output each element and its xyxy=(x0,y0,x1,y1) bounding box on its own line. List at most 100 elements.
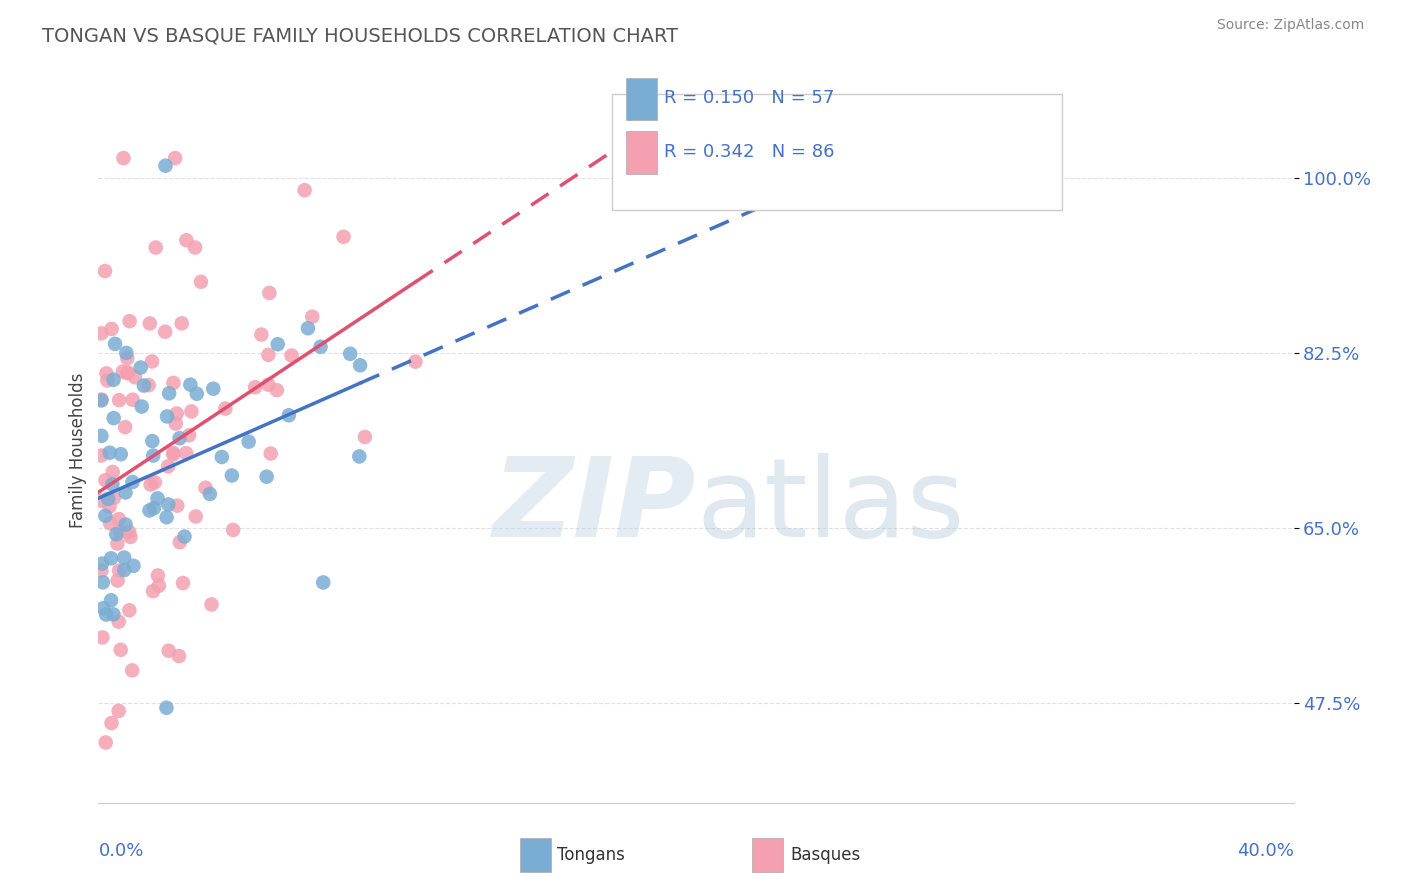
Point xyxy=(200,598,222,612)
Point xyxy=(115,346,138,360)
Point xyxy=(122,558,145,573)
Point xyxy=(177,428,200,442)
Point xyxy=(156,409,179,424)
Point xyxy=(294,183,316,197)
Point xyxy=(312,575,335,590)
Point xyxy=(105,527,128,541)
Point xyxy=(301,310,323,324)
Text: TONGAN VS BASQUE FAMILY HOUSEHOLDS CORRELATION CHART: TONGAN VS BASQUE FAMILY HOUSEHOLDS CORRE… xyxy=(42,27,678,45)
Point xyxy=(139,477,162,491)
Point xyxy=(297,321,319,335)
Point xyxy=(156,510,179,524)
Point xyxy=(103,491,125,505)
Point xyxy=(162,376,184,390)
Point xyxy=(146,491,169,506)
Point xyxy=(256,469,278,483)
Point xyxy=(354,430,377,444)
Point xyxy=(141,354,163,368)
Text: R = 0.150   N = 57: R = 0.150 N = 57 xyxy=(664,89,834,107)
Point xyxy=(131,400,153,414)
Point xyxy=(98,516,121,531)
Point xyxy=(104,336,127,351)
Point xyxy=(118,524,141,539)
Point xyxy=(118,603,141,617)
Point xyxy=(91,557,114,571)
Point xyxy=(94,607,117,622)
Point xyxy=(259,285,281,300)
Point xyxy=(107,615,129,629)
Point xyxy=(257,348,280,362)
Point xyxy=(155,700,177,714)
Point xyxy=(169,431,191,445)
Point xyxy=(179,377,201,392)
Point xyxy=(169,535,191,549)
Point xyxy=(153,325,176,339)
Text: 40.0%: 40.0% xyxy=(1237,842,1294,860)
Point xyxy=(277,409,299,423)
Point xyxy=(105,536,128,550)
Point xyxy=(90,449,112,463)
Point xyxy=(349,450,371,464)
Point xyxy=(91,631,114,645)
Point xyxy=(90,326,112,341)
Text: R = 0.342   N = 86: R = 0.342 N = 86 xyxy=(664,143,834,161)
Text: atlas: atlas xyxy=(696,453,965,560)
Point xyxy=(166,499,188,513)
Point xyxy=(90,493,112,508)
Point xyxy=(139,317,162,331)
Point xyxy=(221,468,243,483)
Point xyxy=(257,377,280,392)
Point xyxy=(97,491,120,506)
Point xyxy=(90,392,112,407)
Point xyxy=(94,264,117,278)
Point xyxy=(120,530,142,544)
Point xyxy=(162,447,184,461)
Point xyxy=(108,393,131,408)
Point xyxy=(108,524,131,539)
Point xyxy=(117,351,139,366)
Point xyxy=(94,473,117,487)
Point xyxy=(94,508,117,523)
Point xyxy=(157,643,180,657)
Point xyxy=(143,475,166,490)
Point xyxy=(100,551,122,566)
Point xyxy=(114,517,136,532)
Point xyxy=(238,434,260,449)
Point xyxy=(266,383,288,397)
Point xyxy=(142,584,165,599)
Point xyxy=(222,523,245,537)
Point xyxy=(165,151,187,165)
Point xyxy=(162,446,184,460)
Point xyxy=(107,704,129,718)
Point xyxy=(101,477,124,491)
Point xyxy=(146,568,169,582)
Text: Source: ZipAtlas.com: Source: ZipAtlas.com xyxy=(1216,18,1364,32)
Point xyxy=(141,434,163,449)
Point xyxy=(165,417,187,431)
Point xyxy=(90,564,112,578)
Point xyxy=(349,359,371,373)
Point xyxy=(309,340,332,354)
Point xyxy=(138,378,160,392)
Point xyxy=(121,664,143,678)
Point xyxy=(250,327,273,342)
Point xyxy=(112,563,135,577)
Point xyxy=(184,509,207,524)
Point xyxy=(108,564,131,578)
Point xyxy=(121,392,143,407)
Y-axis label: Family Households: Family Households xyxy=(69,373,87,528)
Point xyxy=(157,459,180,474)
Point xyxy=(404,354,426,368)
Point xyxy=(260,446,283,460)
Text: ZIP: ZIP xyxy=(492,453,696,560)
Point xyxy=(112,151,135,165)
Point xyxy=(167,648,190,663)
Point xyxy=(101,465,124,479)
Point xyxy=(117,366,139,380)
Point xyxy=(143,501,166,516)
Point xyxy=(157,386,180,401)
Point xyxy=(94,735,117,749)
Point xyxy=(280,349,302,363)
Point xyxy=(186,386,208,401)
Point xyxy=(173,530,195,544)
